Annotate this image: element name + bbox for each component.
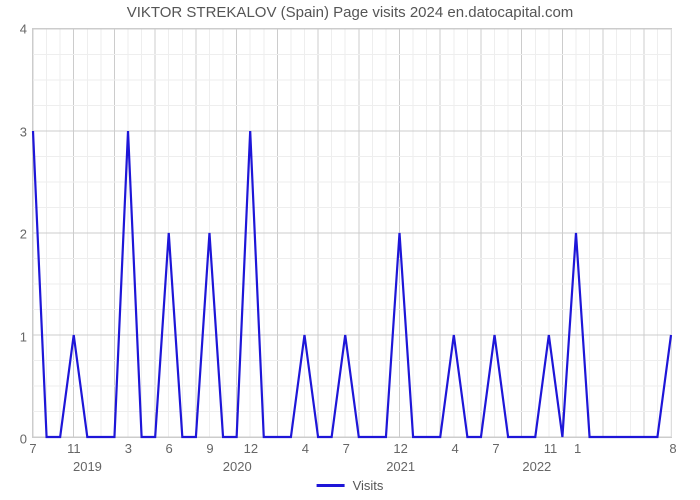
x-year-label: 2021 xyxy=(386,459,415,474)
x-year-label: 2019 xyxy=(73,459,102,474)
legend: Visits xyxy=(317,478,384,493)
y-tick-label: 4 xyxy=(20,22,33,37)
plot-svg xyxy=(33,29,671,437)
x-tick-label: 7 xyxy=(492,437,499,456)
plot-area: 012347113691247124711182019202020212022 xyxy=(32,28,672,438)
x-tick-label: 1 xyxy=(574,437,581,456)
y-tick-label: 1 xyxy=(20,329,33,344)
y-tick-label: 3 xyxy=(20,124,33,139)
x-tick-label: 3 xyxy=(125,437,132,456)
x-tick-label: 7 xyxy=(343,437,350,456)
x-tick-label: 4 xyxy=(302,437,309,456)
x-year-label: 2022 xyxy=(522,459,551,474)
x-tick-label: 9 xyxy=(206,437,213,456)
legend-swatch xyxy=(317,484,345,487)
x-tick-label: 4 xyxy=(452,437,459,456)
x-tick-label: 11 xyxy=(544,437,558,456)
x-tick-label: 12 xyxy=(244,437,258,456)
legend-label: Visits xyxy=(353,478,384,493)
y-tick-label: 2 xyxy=(20,227,33,242)
chart-title: VIKTOR STREKALOV (Spain) Page visits 202… xyxy=(0,4,700,21)
chart-container: VIKTOR STREKALOV (Spain) Page visits 202… xyxy=(0,0,700,500)
x-tick-label: 6 xyxy=(166,437,173,456)
x-tick-label: 11 xyxy=(67,437,81,456)
x-tick-label: 7 xyxy=(29,437,36,456)
x-tick-label: 12 xyxy=(393,437,407,456)
x-year-label: 2020 xyxy=(223,459,252,474)
x-tick-label: 8 xyxy=(669,437,676,456)
